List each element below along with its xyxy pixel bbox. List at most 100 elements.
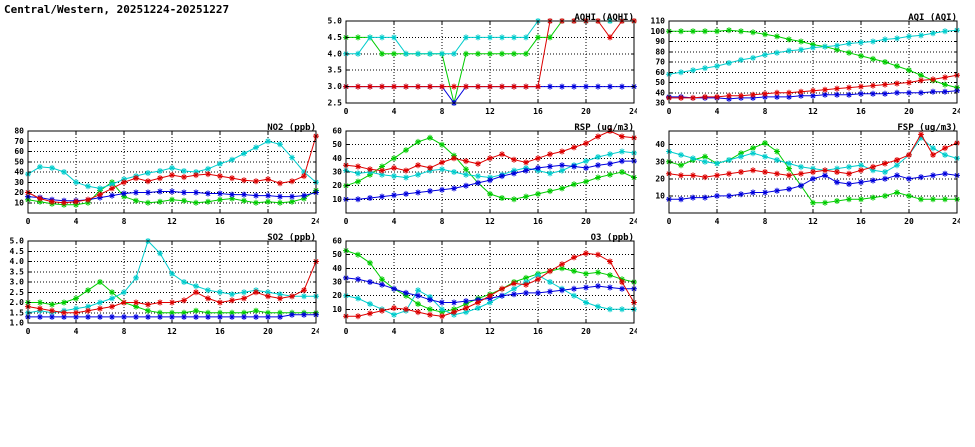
y-tick-label: 40 [14, 168, 24, 177]
x-tick-label: 0 [26, 217, 31, 226]
series-blue-line [343, 274, 637, 306]
y-tick-label: 1.0 [10, 319, 25, 328]
x-tick-label: 12 [485, 217, 495, 226]
series-cyan-line [666, 27, 960, 78]
chart-aqi: 30 40 50 60 70 80 90 100 110 0 4 8 12 16 20 24 AQI (AQI) [641, 11, 961, 121]
axes-frame [27, 130, 317, 214]
x-tick-label: 24 [311, 327, 319, 336]
chart-aqhi: 2.5 3.0 3.5 4.0 4.5 5.0 0 4 8 12 16 20 24 AQHI (AQHI) [318, 11, 638, 121]
y-tick-label: 70 [14, 137, 24, 146]
x-tick-label: 4 [74, 217, 79, 226]
y-tick-label: 5.0 [328, 17, 343, 26]
x-tick-label: 24 [629, 107, 637, 116]
y-tick-label: 90 [655, 37, 665, 46]
y-tick-label: 60 [655, 68, 665, 77]
x-tick-label: 16 [533, 217, 543, 226]
y-tick-label: 70 [655, 58, 665, 67]
chart-canvas-so2: 1.0 1.52.02.53.0 3.54.04.55.0 0 4 8 12 16 20 24 SO… [10, 233, 319, 336]
x-tick-label: 20 [263, 217, 273, 226]
y-tick-label: 60 [332, 237, 342, 246]
x-tick-label: 8 [440, 327, 445, 336]
y-tick-label: 3.0 [10, 278, 25, 287]
x-tick-label: 12 [808, 217, 818, 226]
chart-canvas-aqhi: 2.5 3.0 3.5 4.0 4.5 5.0 0 4 8 12 16 20 24 AQHI (AQHI) [328, 13, 637, 116]
chart-title: SO2 (ppb) [267, 233, 316, 243]
x-tick-label: 24 [629, 327, 637, 336]
chart-so2: 1.0 1.5 2.0 2.5 3.0 3.5 4.0 4.5 5.0 0 4 8 12 16 20 24 SO… [0, 231, 320, 341]
x-tick-label: 0 [344, 107, 349, 116]
y-tick-label: 30 [655, 99, 665, 108]
y-tick-label: 20 [332, 291, 342, 300]
chart-no2: 10 20 30 40 50 60 70 80 0 4 8 12 16 20 24 NO2 (ppb) [0, 121, 320, 231]
y-tick-label: 3.0 [328, 82, 343, 91]
y-tick-label: 50 [332, 250, 342, 259]
y-tick-label: 1.5 [10, 308, 25, 317]
x-tick-label: 12 [485, 327, 495, 336]
x-tick-label: 20 [263, 327, 273, 336]
y-tick-label: 50 [655, 78, 665, 87]
gridlines [346, 241, 634, 323]
axis-labels: 1.0 1.52.02.53.0 3.54.04.55.0 0 4 8 12 16 20 24 SO… [10, 233, 319, 336]
y-tick-label: 60 [332, 127, 342, 136]
x-tick-label: 4 [392, 327, 397, 336]
y-tick-label: 10 [14, 198, 24, 207]
x-tick-label: 0 [667, 107, 672, 116]
x-tick-label: 24 [311, 217, 319, 226]
chart-canvas-o3: 10 20 30 40 50 60 0 4 8 12 16 20 24 O3 (ppb) [332, 233, 637, 336]
y-tick-label: 3.5 [328, 66, 343, 75]
x-tick-label: 4 [392, 217, 397, 226]
x-tick-label: 0 [26, 327, 31, 336]
y-tick-label: 20 [14, 188, 24, 197]
y-tick-label: 30 [332, 278, 342, 287]
x-tick-label: 20 [904, 107, 914, 116]
y-tick-label: 5.0 [10, 237, 25, 246]
y-tick-label: 50 [332, 140, 342, 149]
x-tick-label: 12 [167, 217, 177, 226]
y-tick-label: 40 [332, 264, 342, 273]
chart-title: AQHI (AQHI) [574, 13, 634, 23]
y-tick-label: 40 [655, 140, 665, 149]
x-tick-label: 12 [808, 107, 818, 116]
y-tick-label: 10 [332, 305, 342, 314]
y-tick-label: 60 [14, 147, 24, 156]
x-tick-label: 24 [952, 107, 960, 116]
x-tick-label: 24 [629, 217, 637, 226]
chart-title: RSP (ug/m3) [574, 123, 634, 133]
x-tick-label: 20 [581, 217, 591, 226]
x-tick-label: 20 [581, 107, 591, 116]
y-tick-label: 4.5 [328, 33, 343, 42]
y-tick-label: 110 [651, 17, 666, 26]
axis-labels: 10 20 30 40 50 60 0 4 8 12 16 20 24 O3 (ppb) [332, 233, 637, 336]
y-tick-label: 30 [14, 178, 24, 187]
x-tick-label: 0 [667, 217, 672, 226]
axes-frame [668, 130, 958, 214]
y-tick-label: 2.5 [328, 99, 343, 108]
chart-title: NO2 (ppb) [267, 123, 316, 133]
chart-fsp: 10 20 30 40 0 4 8 12 16 20 24 FSP (ug/m3) [641, 121, 961, 231]
x-tick-label: 16 [533, 327, 543, 336]
y-tick-label: 20 [332, 181, 342, 190]
series-green-line [343, 18, 637, 106]
chart-rsp: 10 20 30 40 50 60 0 4 8 12 16 20 24 RSP (ug/m3) [318, 121, 638, 231]
x-tick-label: 8 [122, 217, 127, 226]
x-tick-label: 4 [715, 217, 720, 226]
chart-canvas-rsp: 10 20 30 40 50 60 0 4 8 12 16 20 24 RSP (ug/m3) [332, 123, 637, 226]
axes-frame [27, 240, 317, 324]
chart-o3: 10 20 30 40 50 60 0 4 8 12 16 20 24 O3 (ppb) [318, 231, 638, 341]
y-tick-label: 80 [655, 47, 665, 56]
x-tick-label: 4 [74, 327, 79, 336]
y-tick-label: 30 [655, 157, 665, 166]
x-tick-label: 0 [344, 217, 349, 226]
axes-frame [345, 240, 635, 324]
y-tick-label: 4.5 [10, 247, 25, 256]
y-tick-label: 100 [651, 27, 666, 36]
x-tick-label: 16 [215, 217, 225, 226]
y-tick-label: 50 [14, 157, 24, 166]
x-tick-label: 16 [215, 327, 225, 336]
axis-labels: 2.5 3.0 3.5 4.0 4.5 5.0 0 4 8 12 16 20 24 AQHI (AQHI) [328, 13, 637, 116]
x-tick-label: 16 [533, 107, 543, 116]
axes-frame [345, 130, 635, 214]
y-tick-label: 4.0 [10, 257, 25, 266]
